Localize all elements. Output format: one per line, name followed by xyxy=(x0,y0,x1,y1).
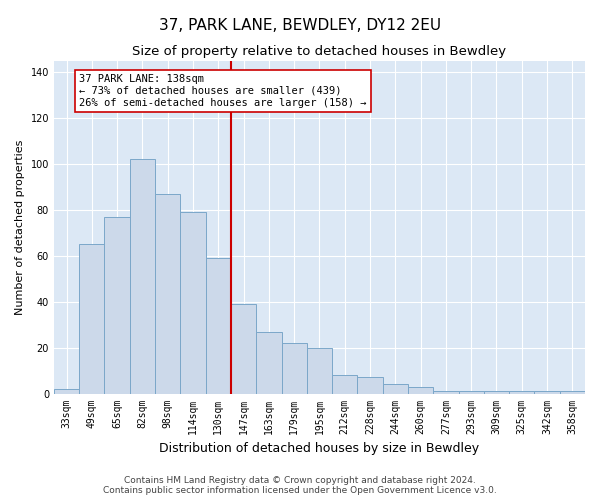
Bar xyxy=(256,332,281,394)
Text: 37 PARK LANE: 138sqm
← 73% of detached houses are smaller (439)
26% of semi-deta: 37 PARK LANE: 138sqm ← 73% of detached h… xyxy=(79,74,367,108)
Bar xyxy=(383,384,408,394)
Bar xyxy=(130,160,155,394)
Bar xyxy=(560,392,585,394)
Bar xyxy=(458,392,484,394)
Y-axis label: Number of detached properties: Number of detached properties xyxy=(15,140,25,314)
Bar xyxy=(358,378,383,394)
Bar xyxy=(535,392,560,394)
Text: Contains HM Land Registry data © Crown copyright and database right 2024.
Contai: Contains HM Land Registry data © Crown c… xyxy=(103,476,497,495)
X-axis label: Distribution of detached houses by size in Bewdley: Distribution of detached houses by size … xyxy=(160,442,479,455)
Bar xyxy=(281,343,307,394)
Bar xyxy=(307,348,332,394)
Bar xyxy=(433,392,458,394)
Bar xyxy=(231,304,256,394)
Bar xyxy=(332,375,358,394)
Bar xyxy=(155,194,181,394)
Bar xyxy=(181,212,206,394)
Bar xyxy=(79,244,104,394)
Bar xyxy=(408,386,433,394)
Text: 37, PARK LANE, BEWDLEY, DY12 2EU: 37, PARK LANE, BEWDLEY, DY12 2EU xyxy=(159,18,441,32)
Bar xyxy=(206,258,231,394)
Bar xyxy=(509,392,535,394)
Title: Size of property relative to detached houses in Bewdley: Size of property relative to detached ho… xyxy=(133,45,506,58)
Bar xyxy=(104,216,130,394)
Bar xyxy=(484,392,509,394)
Bar xyxy=(54,389,79,394)
